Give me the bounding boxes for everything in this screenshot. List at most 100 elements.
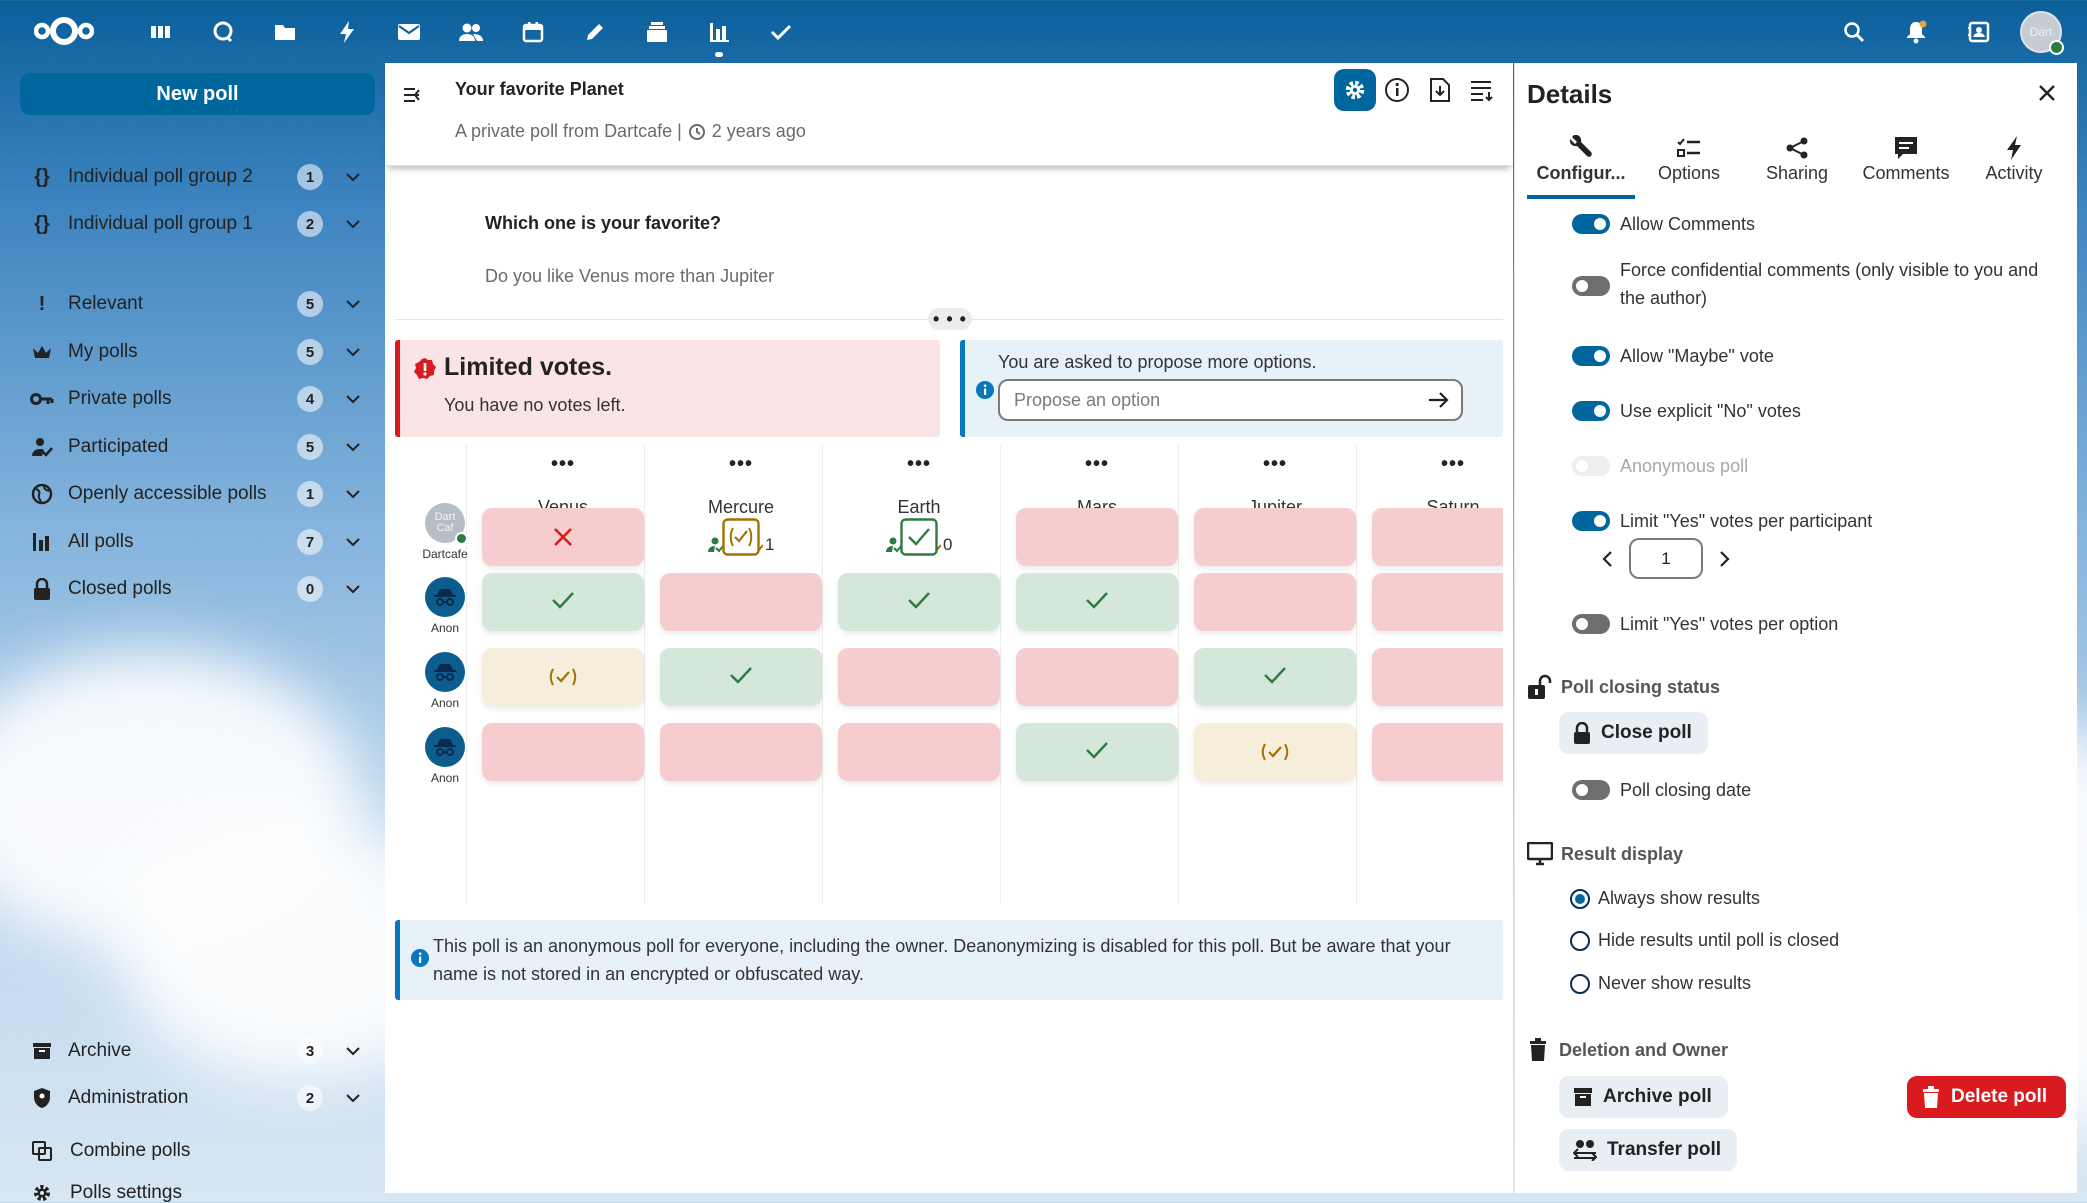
calendar-icon[interactable] [502,0,564,63]
nav-item-closed-polls[interactable]: Closed polls 0 [20,568,375,610]
close-icon[interactable] [2037,83,2057,103]
hide-results-radio[interactable] [1570,931,1590,951]
close-poll-button[interactable]: Close poll [1559,712,1708,754]
nav-item-polls-settings[interactable]: Polls settings [20,1172,375,1203]
vote-cell-no[interactable] [838,648,1000,706]
new-poll-button[interactable]: New poll [20,73,375,115]
nav-item-archive[interactable]: Archive 3 [20,1030,375,1072]
transfer-poll-button[interactable]: Transfer poll [1559,1129,1738,1171]
vote-cell-checkbox[interactable] [660,508,822,566]
nav-item-poll-group-1[interactable]: {} Individual poll group 1 2 [20,203,375,245]
chevron-right-icon[interactable] [1719,550,1731,568]
chevron-down-icon[interactable] [343,347,363,357]
tab-options[interactable]: Options [1635,133,1743,184]
option-menu-icon[interactable]: ••• [1084,453,1109,475]
tasks-icon[interactable] [750,0,812,63]
chevron-down-icon[interactable] [343,394,363,404]
vote-cell-checkbox[interactable] [838,508,1000,566]
anonymous-avatar[interactable] [425,727,465,767]
nav-item-poll-group-2[interactable]: {} Individual poll group 2 1 [20,156,375,198]
toggle-navigation-icon[interactable] [401,83,425,107]
vote-cell-no[interactable] [1372,648,1503,706]
chevron-left-icon[interactable] [1601,550,1613,568]
delete-poll-button[interactable]: Delete poll [1907,1076,2066,1118]
configuration-button[interactable] [1334,69,1376,111]
chevron-down-icon[interactable] [343,219,363,229]
vote-cell-yes[interactable] [660,648,822,706]
poll-closing-date-toggle[interactable] [1572,780,1610,800]
resize-handle[interactable]: • • • [928,308,972,330]
never-show-results-radio[interactable] [1570,974,1590,994]
vote-cell-no[interactable] [482,723,644,781]
nav-item-all-polls[interactable]: All polls 7 [20,521,375,563]
vote-cell-yes[interactable] [838,573,1000,631]
vote-cell-no[interactable] [1372,573,1503,631]
tab-activity[interactable]: Activity [1960,133,2068,184]
option-menu-icon[interactable]: ••• [728,453,753,475]
chevron-down-icon[interactable] [343,537,363,547]
contacts-icon[interactable] [440,0,502,63]
vote-cell-no[interactable] [660,573,822,631]
option-menu-icon[interactable]: ••• [906,453,931,475]
vote-cell-no[interactable] [660,723,822,781]
nav-item-combine-polls[interactable]: Combine polls [20,1130,375,1172]
limit-yes-participant-toggle[interactable] [1572,511,1610,531]
files-icon[interactable] [254,0,316,63]
tab-sharing[interactable]: Sharing [1743,133,1851,184]
vote-cell-maybe[interactable] [482,648,644,706]
export-button[interactable] [1419,69,1461,111]
dashboard-icon[interactable] [130,0,192,63]
search-app-icon[interactable] [192,0,254,63]
nav-item-relevant[interactable]: ! Relevant 5 [20,283,375,325]
notifications-icon[interactable] [1888,0,1944,63]
propose-option-input[interactable]: Propose an option [998,379,1463,421]
nav-item-openly-accessible[interactable]: Openly accessible polls 1 [20,473,375,515]
chevron-down-icon[interactable] [343,489,363,499]
option-menu-icon[interactable]: ••• [1262,453,1287,475]
nextcloud-logo[interactable] [34,14,94,48]
vote-cell-yes[interactable] [1016,723,1178,781]
limit-yes-option-toggle[interactable] [1572,614,1610,634]
poll-info-button[interactable] [1376,69,1418,111]
explicit-no-toggle[interactable] [1572,401,1610,421]
vote-cell-yes[interactable] [482,573,644,631]
unified-search-icon[interactable] [1826,0,1882,63]
contacts-menu-icon[interactable] [1951,0,2007,63]
tab-configuration[interactable]: Configur... [1527,133,1635,199]
always-show-results-radio[interactable] [1570,889,1590,909]
nav-item-my-polls[interactable]: My polls 5 [20,331,375,373]
chevron-down-icon[interactable] [343,172,363,182]
vote-cell-no[interactable] [1194,508,1356,566]
polls-icon[interactable] [688,0,750,63]
chevron-down-icon[interactable] [343,1093,363,1103]
avatar[interactable]: Dart Caf [425,503,468,545]
vote-cell-yes[interactable] [1016,573,1178,631]
allow-comments-toggle[interactable] [1572,214,1610,234]
vote-cell-maybe[interactable] [1194,723,1356,781]
chevron-down-icon[interactable] [343,584,363,594]
nav-item-participated[interactable]: Participated 5 [20,426,375,468]
option-menu-icon[interactable]: ••• [1440,453,1465,475]
tab-comments[interactable]: Comments [1852,133,1960,184]
nav-item-administration[interactable]: Administration 2 [20,1077,375,1119]
chevron-down-icon[interactable] [343,442,363,452]
nav-item-private-polls[interactable]: Private polls 4 [20,378,375,420]
vote-cell-no[interactable] [482,508,644,566]
chevron-down-icon[interactable] [343,1046,363,1056]
activity-icon[interactable] [316,0,378,63]
vote-cell-no[interactable] [1016,508,1178,566]
user-avatar[interactable]: Dart [2020,11,2064,55]
arrow-right-icon[interactable] [1427,390,1451,410]
vote-cell-no[interactable] [1372,723,1503,781]
vote-cell-no[interactable] [1372,508,1503,566]
sort-options-button[interactable] [1461,69,1503,111]
anonymous-poll-toggle[interactable] [1572,456,1610,476]
vote-cell-no[interactable] [1016,648,1178,706]
deck-icon[interactable] [626,0,688,63]
chevron-down-icon[interactable] [343,299,363,309]
vote-cell-no[interactable] [1194,573,1356,631]
notes-icon[interactable] [564,0,626,63]
vote-cell-no[interactable] [838,723,1000,781]
option-menu-icon[interactable]: ••• [550,453,575,475]
mail-icon[interactable] [378,0,440,63]
